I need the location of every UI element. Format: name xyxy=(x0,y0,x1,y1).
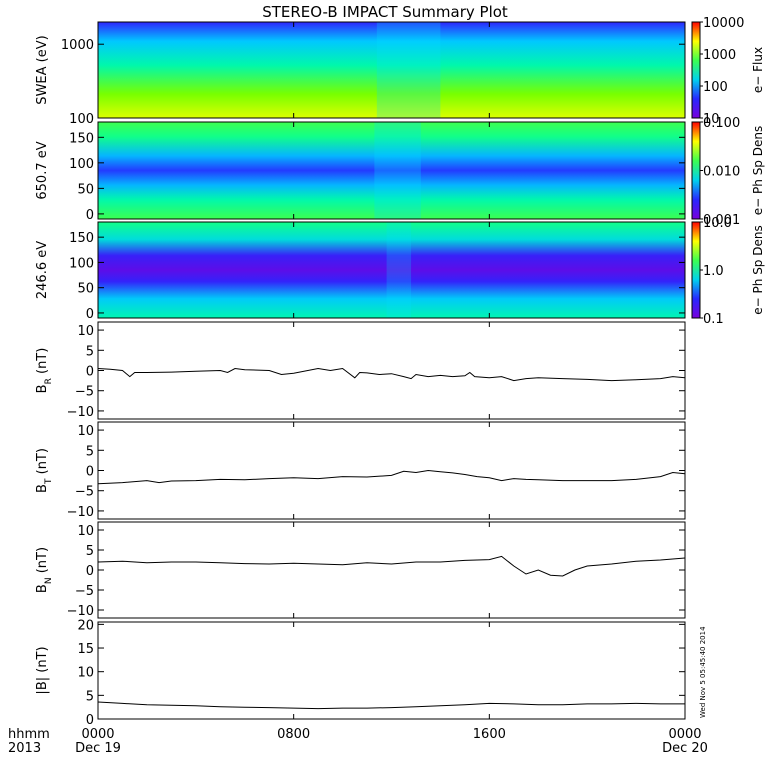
x-row1-label: hhmm xyxy=(8,727,50,742)
y-axis-label: 650.7 eV xyxy=(35,141,50,199)
plot-title: STEREO-B IMPACT Summary Plot xyxy=(262,3,508,21)
x-tick-label: 0000 xyxy=(668,727,701,742)
y-axis-label: BN (nT) xyxy=(35,547,54,593)
spectrogram-3 xyxy=(98,222,685,318)
y-axis-label: |B| (nT) xyxy=(35,646,50,694)
y-tick-label: 50 xyxy=(77,182,94,197)
colorbar-tick-label: 0.100 xyxy=(703,116,740,131)
colorbar-tick-label: 0.001 xyxy=(703,213,740,228)
y-tick-label: 10 xyxy=(77,324,94,339)
y-tick-label: 10 xyxy=(77,666,94,681)
y-tick-label: 0 xyxy=(86,564,94,579)
panel-2: 0.001 0.010 0.100 e− Ph Sp Dens 0 50 100 150 650… xyxy=(35,116,765,228)
panel-frame xyxy=(97,321,686,420)
y-tick-label: 150 xyxy=(69,231,94,246)
spectrogram-band-1 xyxy=(376,22,441,118)
panel-frame xyxy=(97,621,686,720)
y-axis-label: SWEA (eV) xyxy=(35,35,50,104)
timestamp-stamp: Wed Nov 5 05:45:40 2014 xyxy=(699,626,707,718)
y-tick-label: 100 xyxy=(69,112,94,127)
x-tick-label: 0000 xyxy=(81,727,114,742)
panel-7: 0 5 10 15 20 |B| (nT) xyxy=(35,618,686,728)
colorbar-tick-label: 0.010 xyxy=(703,165,740,180)
y-tick-label: 5 xyxy=(86,344,94,359)
y-axis-label: BT (nT) xyxy=(35,448,54,493)
panel-1: 10 100 1000 10000 e− Flux 100 1000 SWEA (eV) xyxy=(35,16,765,127)
panel-frame xyxy=(97,121,686,220)
panel-4: −10 −5 0 5 10 BR (nT) xyxy=(35,321,686,420)
colorbar-1 xyxy=(692,22,700,118)
y-tick-label: −10 xyxy=(67,604,94,619)
colorbar-tick-label: 0.1 xyxy=(703,312,724,327)
spectrogram-band-1 xyxy=(374,122,421,219)
panel-frame xyxy=(97,421,686,520)
y-tick-label: 150 xyxy=(69,131,94,146)
y-tick-label: 100 xyxy=(69,157,94,172)
y-tick-label: 0 xyxy=(86,465,94,480)
y-tick-label: 0 xyxy=(86,365,94,380)
colorbar-3 xyxy=(692,222,700,318)
y-tick-label: −5 xyxy=(75,385,94,400)
y-tick-label: 5 xyxy=(86,544,94,559)
y-tick-label: 0 xyxy=(86,307,94,322)
colorbar-tick-label: 10000 xyxy=(703,16,744,31)
y-tick-label: −10 xyxy=(67,405,94,420)
spectrogram-band-1 xyxy=(386,222,412,318)
colorbar-label: e− Flux xyxy=(751,47,765,93)
panel-frame xyxy=(97,221,686,319)
series-line xyxy=(97,469,686,485)
colorbar-frame xyxy=(691,21,701,119)
panel-frame xyxy=(97,521,686,619)
y-tick-label: 1000 xyxy=(61,38,94,53)
series-line xyxy=(97,367,686,382)
panel-5: −10 −5 0 5 10 BT (nT) xyxy=(35,421,686,520)
colorbar-label: e− Ph Sp Dens xyxy=(751,126,765,215)
colorbar-tick-label: 1.0 xyxy=(703,264,724,279)
y-tick-label: 0 xyxy=(86,208,94,223)
colorbar-tick-label: 1000 xyxy=(703,48,736,63)
spectrogram-1 xyxy=(98,22,685,118)
y-tick-label: −10 xyxy=(67,505,94,520)
colorbar-tick-label: 10.0 xyxy=(703,216,732,231)
panel-3: 0.1 1.0 10.0 e− Ph Sp Dens 0 50 100 150 246.6 eV xyxy=(35,216,765,327)
x-tick-date: Dec 20 xyxy=(662,741,708,756)
y-axis-label: BR (nT) xyxy=(35,348,54,394)
x-row2-label: 2013 xyxy=(8,741,41,756)
y-tick-label: 10 xyxy=(77,524,94,539)
x-tick-label: 1600 xyxy=(473,727,506,742)
y-axis-label: 246.6 eV xyxy=(35,241,50,299)
colorbar-tick-label: 10 xyxy=(703,112,720,127)
colorbar-label: e− Ph Sp Dens xyxy=(751,225,765,314)
y-tick-label: 0 xyxy=(86,713,94,728)
y-tick-label: 50 xyxy=(77,282,94,297)
panel-frame xyxy=(97,21,686,119)
y-tick-label: −5 xyxy=(75,485,94,500)
panel-6: −10 −5 0 5 10 BN (nT) xyxy=(35,521,686,619)
y-tick-label: 10 xyxy=(77,424,94,439)
y-tick-label: 15 xyxy=(77,642,94,657)
y-tick-label: 5 xyxy=(86,444,94,459)
x-tick-date: Dec 19 xyxy=(75,741,121,756)
y-tick-label: 5 xyxy=(86,689,94,704)
series-line xyxy=(97,555,686,577)
x-tick-label: 0800 xyxy=(277,727,310,742)
colorbar-2 xyxy=(692,122,700,219)
spectrogram-2 xyxy=(98,122,685,219)
y-tick-label: −5 xyxy=(75,584,94,599)
y-tick-label: 20 xyxy=(77,618,94,633)
y-tick-label: 100 xyxy=(69,256,94,271)
colorbar-tick-label: 100 xyxy=(703,80,728,95)
series-line xyxy=(97,701,685,710)
